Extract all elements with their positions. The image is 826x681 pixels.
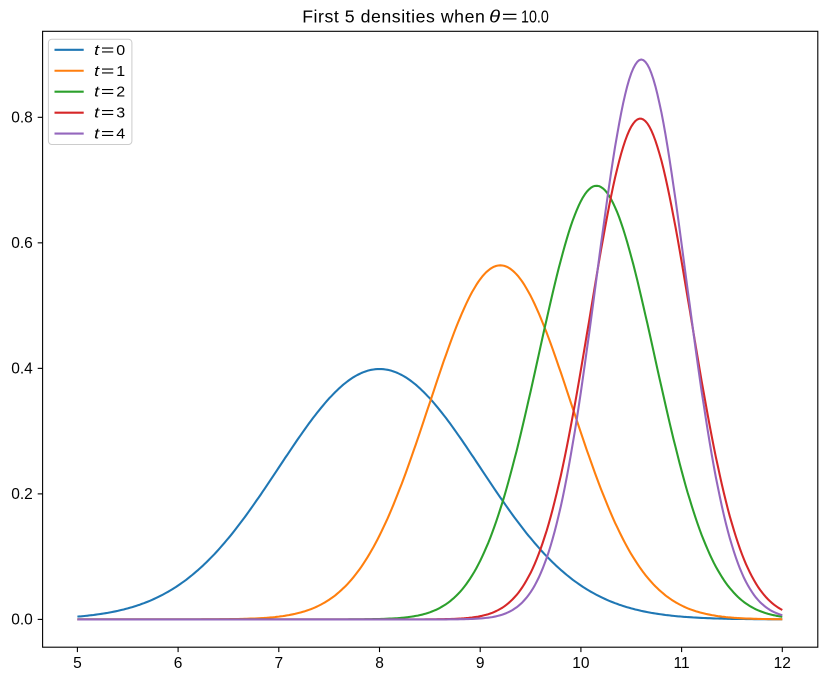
- svg-text:0.8: 0.8: [11, 110, 33, 127]
- svg-text:7: 7: [274, 655, 283, 672]
- svg-text:12: 12: [774, 655, 791, 672]
- svg-text:0.0: 0.0: [11, 612, 33, 629]
- svg-text:θ: θ: [489, 7, 500, 27]
- svg-text:=: =: [101, 84, 115, 101]
- svg-text:10: 10: [572, 655, 590, 672]
- svg-text:=: =: [101, 126, 115, 143]
- svg-text:1: 1: [116, 63, 125, 80]
- svg-text:t: t: [94, 84, 100, 101]
- svg-text:2: 2: [116, 84, 125, 101]
- svg-text:8: 8: [375, 655, 384, 672]
- svg-text:=: =: [101, 105, 115, 122]
- svg-text:0: 0: [116, 42, 125, 59]
- svg-text:t: t: [94, 105, 100, 122]
- svg-text:=: =: [101, 42, 115, 59]
- svg-text:11: 11: [674, 655, 690, 672]
- svg-text:3: 3: [116, 105, 125, 122]
- svg-text:t: t: [94, 63, 100, 80]
- svg-text:=: =: [101, 63, 115, 80]
- svg-text:=: =: [502, 7, 518, 27]
- svg-text:9: 9: [476, 655, 485, 672]
- svg-text:t: t: [94, 126, 100, 143]
- svg-text:5: 5: [73, 655, 82, 672]
- svg-text:0.6: 0.6: [11, 235, 33, 252]
- svg-text:First 5 densities when: First 5 densities when: [302, 7, 485, 27]
- svg-text:4: 4: [116, 126, 125, 143]
- svg-text:6: 6: [174, 655, 183, 672]
- svg-text:10.0: 10.0: [521, 7, 549, 27]
- svg-text:0.2: 0.2: [11, 486, 33, 503]
- svg-text:t: t: [94, 42, 100, 59]
- svg-text:0.4: 0.4: [11, 361, 33, 378]
